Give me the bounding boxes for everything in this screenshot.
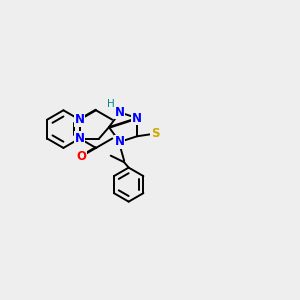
Text: H: H — [107, 99, 115, 109]
Text: N: N — [132, 112, 142, 124]
Text: N: N — [115, 106, 125, 119]
Text: S: S — [151, 128, 159, 140]
Text: O: O — [76, 150, 86, 163]
Text: N: N — [75, 113, 85, 126]
Text: N: N — [115, 135, 125, 148]
Text: N: N — [75, 132, 85, 145]
